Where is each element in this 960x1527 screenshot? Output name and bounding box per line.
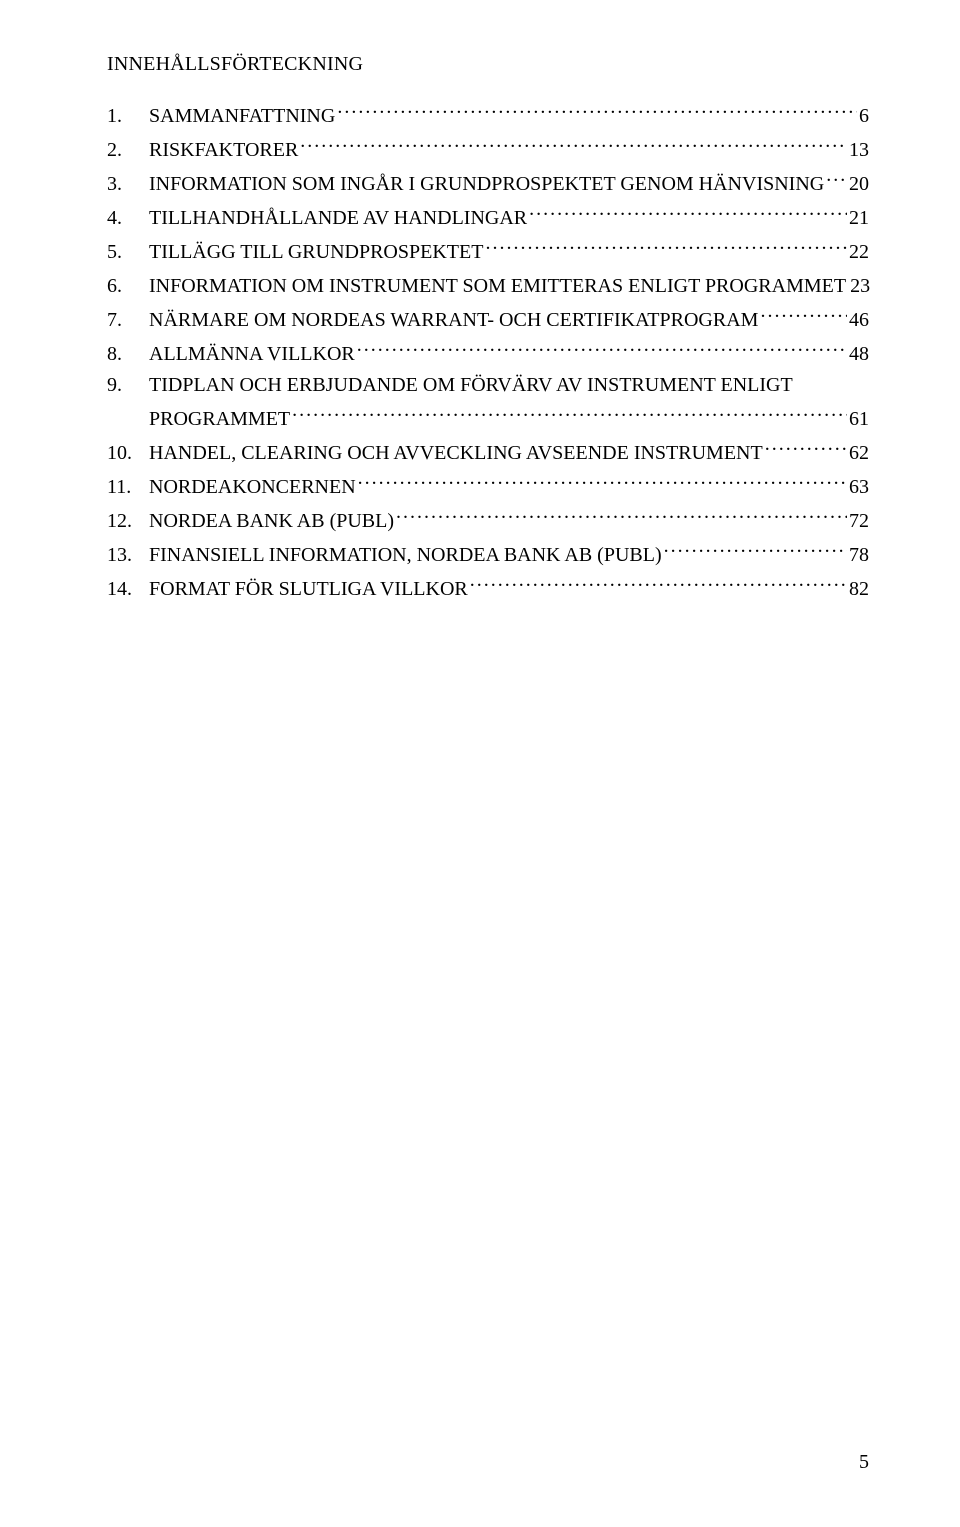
toc-entry: 14. FORMAT FÖR SLUTLIGA VILLKOR 82: [107, 571, 869, 604]
toc-leader-dots: [760, 302, 847, 326]
toc-entry-page: 13: [847, 135, 869, 165]
toc-entry-label: NÄRMARE OM NORDEAS WARRANT- OCH CERTIFIK…: [149, 305, 760, 335]
toc-leader-dots: [485, 234, 847, 258]
toc-entry-page: 61: [847, 404, 869, 434]
toc-entry: 7. NÄRMARE OM NORDEAS WARRANT- OCH CERTI…: [107, 302, 869, 335]
toc-entry-number: 4.: [107, 203, 149, 233]
toc-entry-label: INFORMATION SOM INGÅR I GRUNDPROSPEKTET …: [149, 169, 826, 199]
table-of-contents: 1. SAMMANFATTNING 6 2. RISKFAKTORER 13 3…: [107, 98, 869, 604]
toc-entry-number: 14.: [107, 574, 149, 604]
toc-title: INNEHÅLLSFÖRTECKNING: [107, 53, 869, 76]
toc-entry-page: 21: [847, 203, 869, 233]
toc-entry: 6. INFORMATION OM INSTRUMENT SOM EMITTER…: [107, 268, 869, 301]
toc-entry-label: HANDEL, CLEARING OCH AVVECKLING AVSEENDE…: [149, 438, 765, 468]
toc-entry-page: 23: [848, 271, 870, 301]
toc-entry-label: ALLMÄNNA VILLKOR: [149, 339, 357, 369]
toc-entry-number: 2.: [107, 135, 149, 165]
toc-leader-dots: [470, 571, 847, 595]
toc-leader-dots: [826, 166, 847, 190]
toc-entry-page: 48: [847, 339, 869, 369]
toc-leader-dots: [300, 132, 847, 156]
toc-entry: 8. ALLMÄNNA VILLKOR 48: [107, 336, 869, 369]
toc-entry: 10. HANDEL, CLEARING OCH AVVECKLING AVSE…: [107, 435, 869, 468]
toc-entry-label: TILLÄGG TILL GRUNDPROSPEKTET: [149, 237, 485, 267]
toc-leader-dots: [396, 503, 847, 527]
toc-leader-dots: [664, 537, 847, 561]
toc-entry-page: 46: [847, 305, 869, 335]
page: INNEHÅLLSFÖRTECKNING 1. SAMMANFATTNING 6…: [0, 0, 960, 1527]
toc-entry-number: 7.: [107, 305, 149, 335]
toc-entry-page: 72: [847, 506, 869, 536]
toc-entry-number: 3.: [107, 169, 149, 199]
toc-entry-page: 62: [847, 438, 869, 468]
toc-leader-dots: [292, 401, 847, 425]
toc-entry: 9. TIDPLAN OCH ERBJUDANDE OM FÖRVÄRV AV …: [107, 370, 869, 400]
toc-entry: 3. INFORMATION SOM INGÅR I GRUNDPROSPEKT…: [107, 166, 869, 199]
toc-entry-number: 8.: [107, 339, 149, 369]
toc-entry-number: 6.: [107, 271, 149, 301]
toc-entry-page: 82: [847, 574, 869, 604]
toc-entry: 12. NORDEA BANK AB (PUBL) 72: [107, 503, 869, 536]
toc-leader-dots: [765, 435, 847, 459]
toc-entry-number: 12.: [107, 506, 149, 536]
toc-leader-dots: [529, 200, 847, 224]
toc-entry-page: 78: [847, 540, 869, 570]
page-number: 5: [859, 1451, 869, 1474]
toc-entry-number: 1.: [107, 101, 149, 131]
toc-entry: 5. TILLÄGG TILL GRUNDPROSPEKTET 22: [107, 234, 869, 267]
toc-entry: 4. TILLHANDHÅLLANDE AV HANDLINGAR 21: [107, 200, 869, 233]
toc-entry: 11. NORDEAKONCERNEN 63: [107, 469, 869, 502]
toc-entry-label: NORDEA BANK AB (PUBL): [149, 506, 396, 536]
toc-entry: 13. FINANSIELL INFORMATION, NORDEA BANK …: [107, 537, 869, 570]
toc-entry-continuation: 9. PROGRAMMET 61: [107, 401, 869, 434]
toc-entry: 2. RISKFAKTORER 13: [107, 132, 869, 165]
toc-entry-label: FORMAT FÖR SLUTLIGA VILLKOR: [149, 574, 470, 604]
toc-entry-page: 6: [857, 101, 869, 131]
toc-entry-label: FINANSIELL INFORMATION, NORDEA BANK AB (…: [149, 540, 664, 570]
toc-entry-number: 5.: [107, 237, 149, 267]
toc-entry: 1. SAMMANFATTNING 6: [107, 98, 869, 131]
toc-entry-number: 10.: [107, 438, 149, 468]
toc-leader-dots: [358, 469, 847, 493]
toc-entry-page: 20: [847, 169, 869, 199]
toc-entry-label: INFORMATION OM INSTRUMENT SOM EMITTERAS …: [149, 271, 848, 301]
toc-entry-label: RISKFAKTORER: [149, 135, 300, 165]
toc-entry-number: 9.: [107, 370, 149, 400]
toc-leader-dots: [337, 98, 857, 122]
toc-entry-number: 11.: [107, 472, 149, 502]
toc-entry-label: SAMMANFATTNING: [149, 101, 337, 131]
toc-entry-label: PROGRAMMET: [149, 404, 292, 434]
toc-entry-page: 22: [847, 237, 869, 267]
toc-leader-dots: [357, 336, 847, 360]
toc-entry-number: 13.: [107, 540, 149, 570]
toc-entry-label: TIDPLAN OCH ERBJUDANDE OM FÖRVÄRV AV INS…: [149, 370, 795, 400]
toc-entry-label: NORDEAKONCERNEN: [149, 472, 358, 502]
toc-entry-page: 63: [847, 472, 869, 502]
toc-entry-label: TILLHANDHÅLLANDE AV HANDLINGAR: [149, 203, 529, 233]
